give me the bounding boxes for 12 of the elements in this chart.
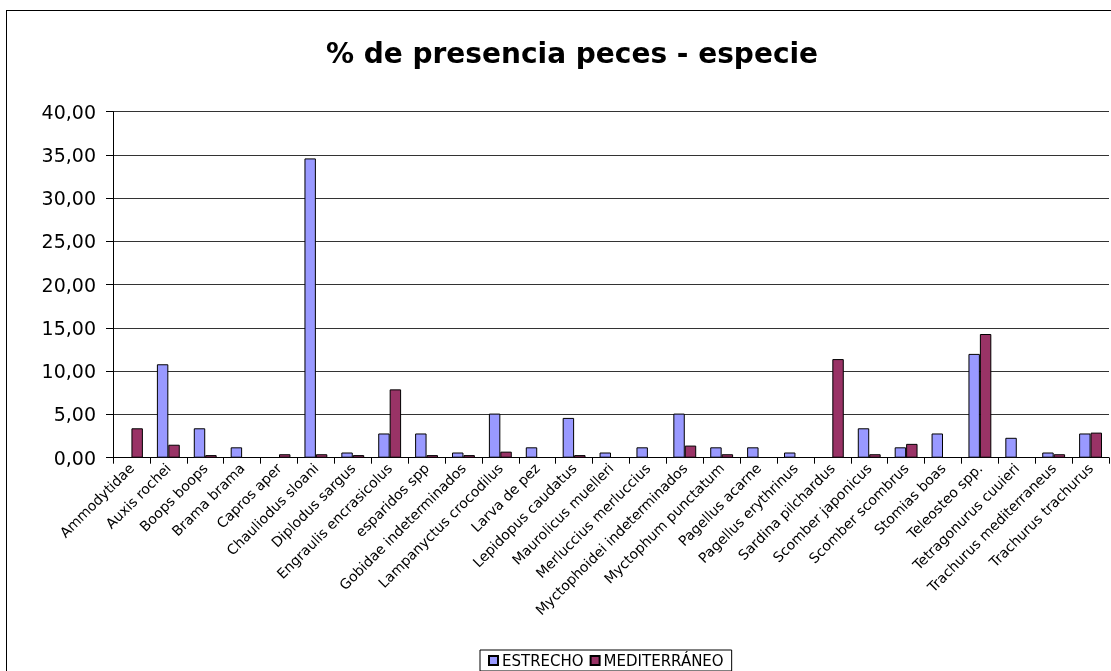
y-tick-label: 10,00 xyxy=(41,360,96,383)
y-tick-label: 35,00 xyxy=(41,143,96,166)
chart-title: % de presencia peces - especie xyxy=(325,36,819,70)
legend-label: ESTRECHO xyxy=(502,651,584,670)
y-tick-label: 40,00 xyxy=(41,100,96,123)
y-tick-label: 30,00 xyxy=(41,187,96,210)
y-tick-label: 5,00 xyxy=(53,403,96,426)
y-tick-label: 25,00 xyxy=(41,230,96,253)
legend-label: MEDITERRÁNEO xyxy=(603,650,724,670)
y-tick-label: 0,00 xyxy=(53,446,96,469)
y-tick-label: 20,00 xyxy=(41,273,96,296)
y-tick-label: 15,00 xyxy=(41,316,96,339)
